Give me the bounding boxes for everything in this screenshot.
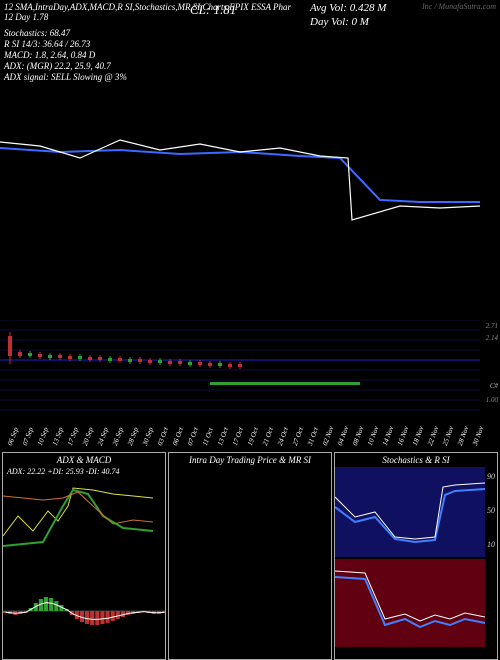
panel3-title: Stochastics & R SI xyxy=(335,453,497,467)
sub-panels: ADX & MACD ADX: 22.22 +DI: 25.93 -DI: 40… xyxy=(0,452,500,660)
main-price-chart xyxy=(0,90,500,310)
svg-text:10: 10 xyxy=(487,540,495,549)
macd-text: MACD: 1.8, 2.64, 0.84 D xyxy=(4,50,127,61)
day-vol-label: Day Vol: 0 M xyxy=(310,16,369,28)
watermark: Inc / MunafaSutra.com xyxy=(422,2,496,11)
panel1-text: ADX: 22.22 +DI: 25.93 -DI: 40.74 xyxy=(3,467,165,476)
panel-adx-macd: ADX & MACD ADX: 22.22 +DI: 25.93 -DI: 40… xyxy=(2,452,166,660)
panel-stoch-rsi: Stochastics & R SI 90 50 10 xyxy=(334,452,498,660)
ticker-label: CL: 1.81 xyxy=(190,2,236,18)
panel-intraday: Intra Day Trading Price & MR SI xyxy=(168,452,332,660)
chart-header: 12 SMA,IntraDay,ADX,MACD,R SI,Stochastic… xyxy=(0,0,500,18)
header-subleft: 12 Day 1.78 xyxy=(4,12,48,22)
adx-text: ADX: (MGR) 22.2, 25.9, 40.7 xyxy=(4,61,127,72)
avg-vol-label: Avg Vol: 0.428 M xyxy=(310,2,386,14)
date-axis: 06 Sep07 Sep10 Sep13 Sep17 Sep20 Sep24 S… xyxy=(0,422,500,450)
rsi-text: R SI 14/3: 36.64 / 26.73 xyxy=(4,39,127,50)
svg-text:90: 90 xyxy=(487,472,495,481)
adx-signal-text: ADX signal: SELL Slowing @ 3% xyxy=(4,72,127,83)
stoch-text: Stochastics: 68.47 xyxy=(4,28,127,39)
header-links: 12 SMA,IntraDay,ADX,MACD,R SI,Stochastic… xyxy=(4,2,291,12)
indicator-block: Stochastics: 68.47 R SI 14/3: 36.64 / 26… xyxy=(4,28,127,83)
panel1-title: ADX & MACD xyxy=(3,453,165,467)
panel2-title: Intra Day Trading Price & MR SI xyxy=(169,453,331,467)
svg-text:50: 50 xyxy=(487,506,495,515)
volume-candle-chart: 2.712.14C#1.00 xyxy=(0,320,500,420)
